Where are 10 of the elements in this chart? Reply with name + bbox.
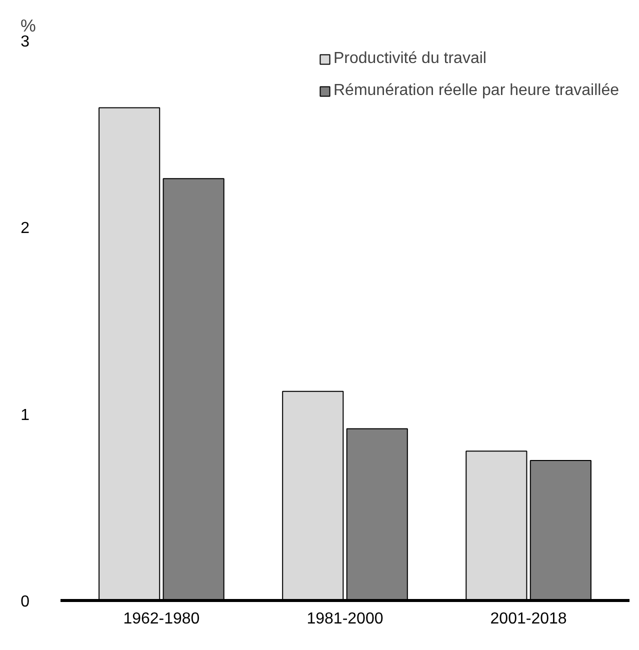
- y-tick-label: 3: [20, 34, 30, 50]
- x-tick-label: 1962-1980: [123, 610, 200, 628]
- x-tick-label: 2001-2018: [490, 610, 567, 628]
- legend-label: Rémunération réelle par heure travaillée: [334, 82, 619, 100]
- y-tick-label: 1: [20, 406, 30, 424]
- y-axis-title: %: [20, 16, 36, 36]
- y-tick-label: 2: [20, 220, 30, 238]
- legend-label: Productivité du travail: [334, 50, 486, 68]
- y-tick-label: 0: [20, 594, 30, 610]
- x-tick-label: 1981-2000: [306, 610, 384, 628]
